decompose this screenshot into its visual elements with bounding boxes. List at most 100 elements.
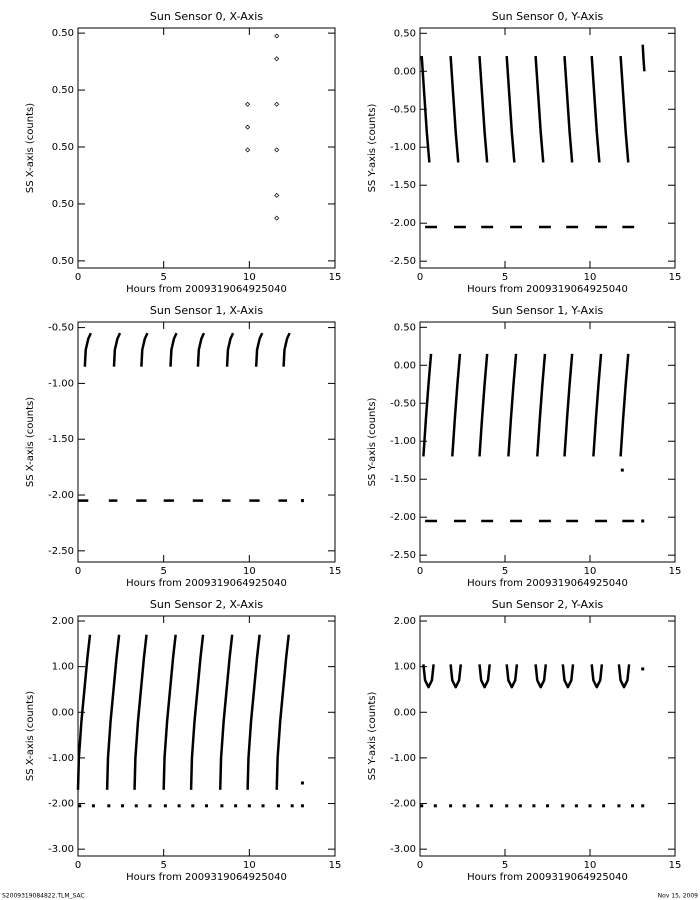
data-point (274, 215, 280, 221)
y-tick-label: -0.50 (48, 323, 74, 334)
chart-title: Sun Sensor 1, Y-Axis (492, 304, 604, 317)
y-tick-label: 0.50 (52, 85, 74, 96)
data-line (105, 634, 121, 790)
x-tick-label: 10 (243, 272, 256, 283)
x-tick-label: 15 (669, 566, 682, 577)
data-point (274, 101, 280, 107)
plot-frame (77, 27, 336, 269)
data-point (631, 804, 634, 808)
y-tick-label: -3.00 (390, 844, 416, 855)
data-line (536, 353, 547, 457)
y-tick-label: -2.00 (390, 512, 416, 523)
x-tick-label: 5 (160, 272, 166, 283)
data-point (121, 804, 125, 808)
data-point (449, 804, 453, 808)
y-tick-label: -1.50 (390, 474, 416, 485)
chart-title: Sun Sensor 1, X-Axis (150, 304, 263, 317)
y-tick-label: -2.50 (390, 550, 416, 561)
chart-title: Sun Sensor 2, Y-Axis (492, 598, 604, 611)
data-point (420, 804, 424, 808)
data-point (588, 804, 592, 808)
y-tick-label: -1.00 (48, 378, 74, 389)
data-line (169, 332, 178, 367)
data-line (422, 664, 435, 689)
chart-title: Sun Sensor 2, X-Axis (150, 598, 263, 611)
data-line (507, 353, 518, 457)
x-tick-label: 0 (75, 272, 81, 283)
data-line (505, 664, 519, 689)
data-line (420, 56, 431, 163)
y-tick-label: -0.50 (390, 104, 416, 115)
data-point (276, 804, 280, 808)
data-point (617, 804, 621, 808)
data-point (641, 804, 645, 808)
x-axis-label: Hours from 2009319064925040 (467, 578, 628, 589)
data-point (561, 804, 565, 808)
data-point (191, 804, 195, 808)
data-point (274, 56, 280, 62)
data-line (449, 664, 463, 689)
data-line (505, 56, 516, 163)
data-point (518, 804, 522, 808)
plot-frame (419, 321, 676, 563)
chart-title: Sun Sensor 0, Y-Axis (492, 10, 604, 23)
data-line (478, 664, 491, 689)
data-line (112, 332, 122, 367)
data-line (641, 44, 646, 72)
data-line (140, 332, 149, 367)
y-tick-label: -2.00 (390, 799, 416, 810)
data-line (246, 634, 261, 790)
x-tick-label: 15 (329, 566, 342, 577)
y-axis-label: SS Y-axis (counts) (367, 397, 378, 486)
data-point (245, 101, 251, 107)
data-point (462, 804, 466, 808)
data-point (134, 804, 138, 808)
data-line (619, 56, 630, 163)
data-point (247, 804, 251, 808)
data-line (282, 332, 291, 367)
data-line (225, 332, 235, 367)
chart-title: Sun Sensor 0, X-Axis (150, 10, 263, 23)
data-line (133, 634, 148, 790)
data-point (245, 147, 251, 153)
data-point (163, 804, 167, 808)
data-point (602, 804, 606, 808)
data-point (78, 804, 82, 808)
x-tick-label: 15 (329, 860, 342, 871)
data-line (592, 353, 603, 457)
data-line (196, 332, 206, 367)
y-tick-label: -1.00 (390, 753, 416, 764)
y-tick-label: 0.50 (52, 142, 74, 153)
x-axis-label: Hours from 2009319064925040 (467, 284, 628, 295)
data-line (451, 353, 462, 457)
data-line (218, 634, 234, 790)
x-tick-label: 10 (584, 860, 597, 871)
y-tick-label: 0.50 (394, 28, 416, 39)
y-tick-label: 0.00 (52, 707, 74, 718)
data-point (300, 804, 304, 808)
y-tick-label: 0.50 (52, 199, 74, 210)
data-point (177, 804, 181, 808)
y-tick-label: -2.00 (48, 490, 74, 501)
x-tick-label: 5 (502, 860, 508, 871)
data-point (274, 147, 280, 153)
y-tick-label: -1.00 (48, 753, 74, 764)
data-point (220, 804, 224, 808)
data-line (619, 353, 630, 457)
data-point (107, 804, 111, 808)
data-line (563, 56, 574, 163)
plot-frame (419, 615, 676, 857)
x-tick-label: 0 (417, 566, 423, 577)
data-line (563, 353, 574, 457)
y-tick-label: 1.00 (52, 662, 74, 673)
data-point (574, 804, 578, 808)
x-tick-label: 5 (502, 272, 508, 283)
data-line (254, 332, 264, 367)
data-point (476, 804, 480, 808)
x-tick-label: 10 (243, 566, 256, 577)
y-tick-label: -2.00 (48, 799, 74, 810)
data-line (189, 634, 205, 790)
x-tick-label: 15 (669, 272, 682, 283)
